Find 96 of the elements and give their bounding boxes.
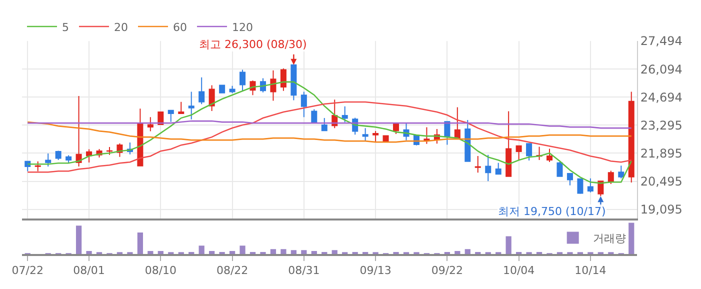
annotation: 최고 26,300 (08/30) (199, 38, 307, 51)
candlestick (240, 69, 246, 92)
line-series (26, 121, 632, 143)
legend-label: 60 (173, 20, 187, 34)
bar (209, 251, 215, 254)
bar (158, 251, 164, 254)
candlestick (618, 165, 624, 179)
bar (240, 246, 246, 254)
candlestick (372, 130, 379, 142)
x-tick-label: 08/31 (288, 264, 320, 278)
legend-label: 120 (232, 20, 253, 34)
bar (148, 251, 154, 254)
candlestick (587, 178, 594, 193)
candlestick (526, 142, 532, 162)
candlestick (506, 110, 512, 177)
candlestick (474, 156, 481, 174)
candlestick (516, 144, 522, 160)
bar (270, 249, 276, 254)
candlestick (229, 85, 236, 94)
candlestick (321, 117, 328, 132)
legend-label: 5 (62, 20, 69, 34)
bar (332, 250, 338, 254)
candlestick (300, 91, 307, 118)
annotation: 최저 19,750 (10/17) (498, 205, 606, 218)
candlestick (485, 154, 492, 182)
candlestick (342, 106, 348, 123)
candlestick (270, 70, 276, 102)
line-series (26, 101, 632, 173)
legend-label: 20 (114, 20, 128, 34)
y-tick-label: 27,494 (640, 34, 682, 48)
bar (516, 252, 522, 254)
bar (219, 252, 225, 254)
candlestick (424, 126, 430, 144)
bar (311, 251, 317, 254)
bar (229, 251, 236, 254)
y-tick-label: 26,094 (640, 62, 682, 76)
y-tick-label: 23,295 (640, 118, 682, 132)
x-tick-label: 08/01 (73, 264, 105, 278)
bar (198, 246, 204, 254)
candlestick (188, 91, 194, 120)
candlestick (158, 112, 164, 125)
candlestick (147, 116, 154, 132)
candlestick (66, 154, 72, 164)
candlestick (311, 108, 318, 123)
candlestick (566, 172, 573, 186)
candlestick (168, 110, 174, 122)
candlestick (219, 84, 226, 94)
candlestick (34, 160, 41, 172)
candlestick (628, 91, 634, 184)
candlestick (495, 162, 502, 175)
x-tick-label: 08/22 (216, 264, 248, 278)
line-series (26, 81, 632, 184)
x-tick-label: 07/22 (12, 264, 44, 278)
x-tick-label: 09/13 (360, 264, 392, 278)
bar (86, 251, 92, 254)
x-tick-label: 09/22 (431, 264, 464, 278)
candlestick (362, 128, 368, 142)
y-tick-label: 20,495 (640, 174, 682, 188)
legend-label: 거래량 (592, 232, 626, 246)
candlestick (280, 68, 286, 92)
x-tick-label: 08/10 (144, 264, 177, 278)
candlestick (137, 108, 144, 166)
candlestick (546, 148, 553, 162)
candlestick (55, 150, 62, 160)
candlestick (454, 106, 460, 139)
candlestick (76, 95, 82, 167)
x-tick-label: 10/14 (574, 264, 606, 278)
bar (506, 236, 512, 254)
bar (628, 222, 634, 254)
bar (393, 252, 399, 254)
candlestick (393, 122, 400, 135)
bar (290, 250, 296, 254)
y-tick-label: 24,694 (640, 90, 682, 104)
candlestick (208, 84, 215, 112)
candlestick (332, 99, 338, 129)
candlestick (444, 121, 450, 146)
bar (76, 226, 82, 254)
bar (260, 252, 266, 254)
bar (301, 250, 307, 254)
candlestick (86, 148, 92, 164)
x-tick-label: 10/04 (502, 264, 535, 278)
y-tick-label: 21,895 (640, 146, 682, 160)
bar (280, 249, 286, 254)
line-series (26, 120, 632, 129)
candlestick (464, 119, 471, 162)
candlestick (608, 170, 614, 184)
candlestick (45, 153, 52, 167)
bar (464, 249, 470, 254)
candlestick (198, 76, 205, 105)
candlestick (556, 161, 563, 177)
candlestick (106, 146, 112, 156)
candlestick (178, 101, 184, 114)
bar (454, 251, 460, 254)
bar (137, 232, 143, 254)
candlestick (577, 178, 584, 194)
y-tick-label: 19,095 (640, 202, 682, 217)
